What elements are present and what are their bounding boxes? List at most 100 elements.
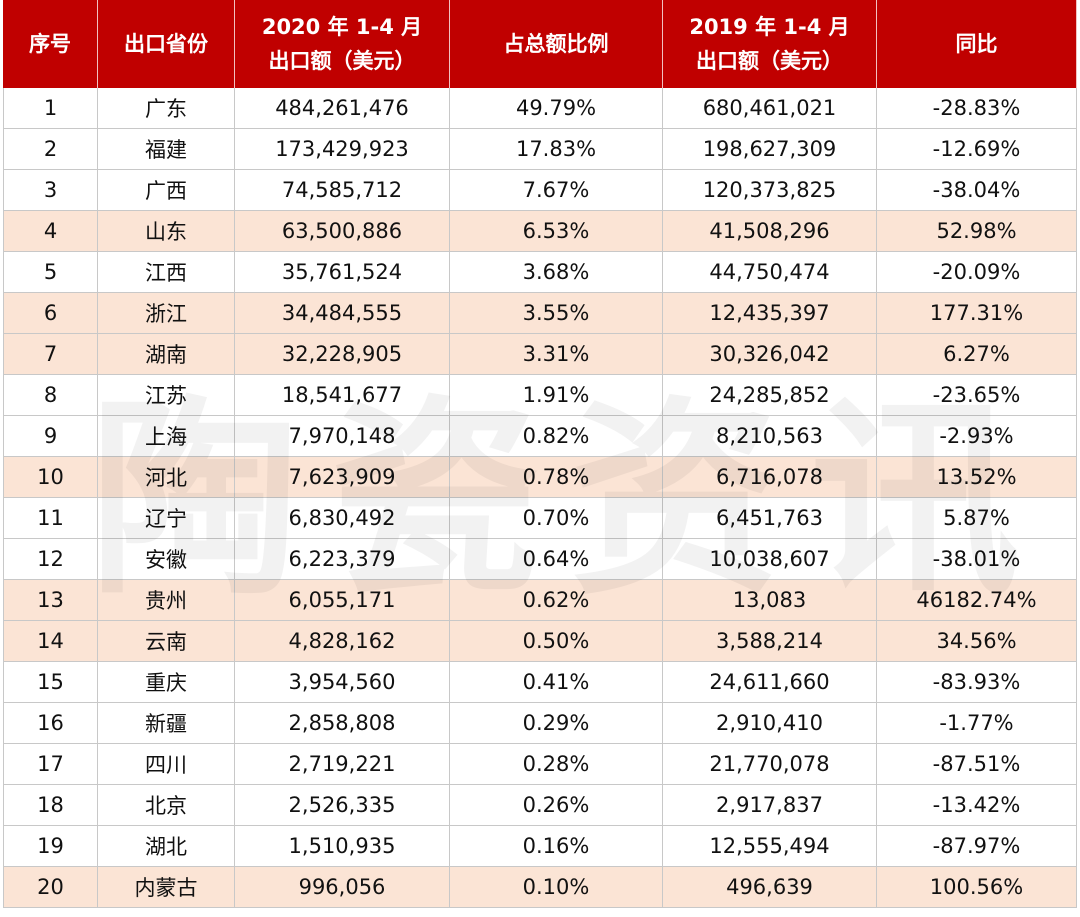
table-cell: 63,500,886 — [235, 211, 450, 252]
header-cell: 2019 年 1-4 月出口额（美元） — [663, 0, 877, 88]
table-cell: 8 — [3, 375, 98, 416]
table-cell: 2,858,808 — [235, 703, 450, 744]
table-cell: -38.04% — [877, 170, 1077, 211]
table-cell: 湖北 — [98, 826, 235, 867]
table-cell: 0.26% — [450, 785, 663, 826]
header-cell: 同比 — [877, 0, 1077, 88]
table-cell: 2,526,335 — [235, 785, 450, 826]
table-cell: 35,761,524 — [235, 252, 450, 293]
table-cell: 10 — [3, 457, 98, 498]
table-cell: 17 — [3, 744, 98, 785]
table-cell: 6,716,078 — [663, 457, 877, 498]
table-cell: 44,750,474 — [663, 252, 877, 293]
table-cell: 3.55% — [450, 293, 663, 334]
table-cell: 0.64% — [450, 539, 663, 580]
table-cell: 680,461,021 — [663, 88, 877, 129]
header-text: 占总额比例 — [503, 32, 609, 56]
header-text: 2019 年 1-4 月 — [689, 15, 850, 39]
table-cell: 52.98% — [877, 211, 1077, 252]
table-cell: 2,917,837 — [663, 785, 877, 826]
table-cell: 484,261,476 — [235, 88, 450, 129]
table-cell: 496,639 — [663, 867, 877, 908]
table-cell: 100.56% — [877, 867, 1077, 908]
table-cell: 10,038,607 — [663, 539, 877, 580]
table-cell: 5 — [3, 252, 98, 293]
table-cell: 996,056 — [235, 867, 450, 908]
table-cell: 17.83% — [450, 129, 663, 170]
table-cell: 7,970,148 — [235, 416, 450, 457]
table-cell: 0.50% — [450, 621, 663, 662]
table-cell: 7 — [3, 334, 98, 375]
table-cell: 5.87% — [877, 498, 1077, 539]
table-cell: 74,585,712 — [235, 170, 450, 211]
table-cell: 21,770,078 — [663, 744, 877, 785]
table-cell: 20 — [3, 867, 98, 908]
table-cell: 2,719,221 — [235, 744, 450, 785]
table-cell: -20.09% — [877, 252, 1077, 293]
table-cell: 1,510,935 — [235, 826, 450, 867]
table-cell: 120,373,825 — [663, 170, 877, 211]
table-cell: 14 — [3, 621, 98, 662]
table-cell: 2 — [3, 129, 98, 170]
table-cell: 四川 — [98, 744, 235, 785]
table-cell: 重庆 — [98, 662, 235, 703]
table-cell: 0.41% — [450, 662, 663, 703]
table-cell: 贵州 — [98, 580, 235, 621]
table-cell: 15 — [3, 662, 98, 703]
table-cell: 6 — [3, 293, 98, 334]
table-cell: 3.68% — [450, 252, 663, 293]
header-text: 同比 — [955, 32, 998, 56]
table-cell: -13.42% — [877, 785, 1077, 826]
table-cell: 24,611,660 — [663, 662, 877, 703]
table-cell: 9 — [3, 416, 98, 457]
table-cell: 12,435,397 — [663, 293, 877, 334]
table-cell: 0.82% — [450, 416, 663, 457]
table-cell: 0.29% — [450, 703, 663, 744]
table-cell: 0.28% — [450, 744, 663, 785]
table-cell: 山东 — [98, 211, 235, 252]
table-cell: -23.65% — [877, 375, 1077, 416]
table-cell: -38.01% — [877, 539, 1077, 580]
table-cell: 3.31% — [450, 334, 663, 375]
table-cell: 江苏 — [98, 375, 235, 416]
table-cell: 198,627,309 — [663, 129, 877, 170]
table-cell: 4 — [3, 211, 98, 252]
table-cell: 13 — [3, 580, 98, 621]
table-cell: 18,541,677 — [235, 375, 450, 416]
table-cell: 1.91% — [450, 375, 663, 416]
table-cell: 安徽 — [98, 539, 235, 580]
table-cell: 177.31% — [877, 293, 1077, 334]
table-cell: 3,954,560 — [235, 662, 450, 703]
table-cell: 湖南 — [98, 334, 235, 375]
header-cell: 序号 — [3, 0, 98, 88]
table-cell: 12 — [3, 539, 98, 580]
header-cell: 出口省份 — [98, 0, 235, 88]
table-cell: 6,055,171 — [235, 580, 450, 621]
table-cell: 北京 — [98, 785, 235, 826]
table-cell: 19 — [3, 826, 98, 867]
table-cell: 30,326,042 — [663, 334, 877, 375]
table-cell: -12.69% — [877, 129, 1077, 170]
table-cell: 河北 — [98, 457, 235, 498]
header-text: 出口额（美元） — [696, 49, 843, 73]
table-cell: 8,210,563 — [663, 416, 877, 457]
table-cell: -83.93% — [877, 662, 1077, 703]
table-cell: 0.62% — [450, 580, 663, 621]
table-cell: 6,223,379 — [235, 539, 450, 580]
table-cell: 12,555,494 — [663, 826, 877, 867]
table-cell: 6,830,492 — [235, 498, 450, 539]
table-cell: 新疆 — [98, 703, 235, 744]
header-text: 出口省份 — [124, 32, 208, 56]
header-cell: 占总额比例 — [450, 0, 663, 88]
table-cell: 6.27% — [877, 334, 1077, 375]
table-cell: -1.77% — [877, 703, 1077, 744]
table-cell: -87.97% — [877, 826, 1077, 867]
table-cell: 41,508,296 — [663, 211, 877, 252]
table-cell: 11 — [3, 498, 98, 539]
table-cell: 16 — [3, 703, 98, 744]
table-cell: 34,484,555 — [235, 293, 450, 334]
table-cell: 广西 — [98, 170, 235, 211]
table-cell: 7.67% — [450, 170, 663, 211]
table-cell: 云南 — [98, 621, 235, 662]
table-cell: 173,429,923 — [235, 129, 450, 170]
